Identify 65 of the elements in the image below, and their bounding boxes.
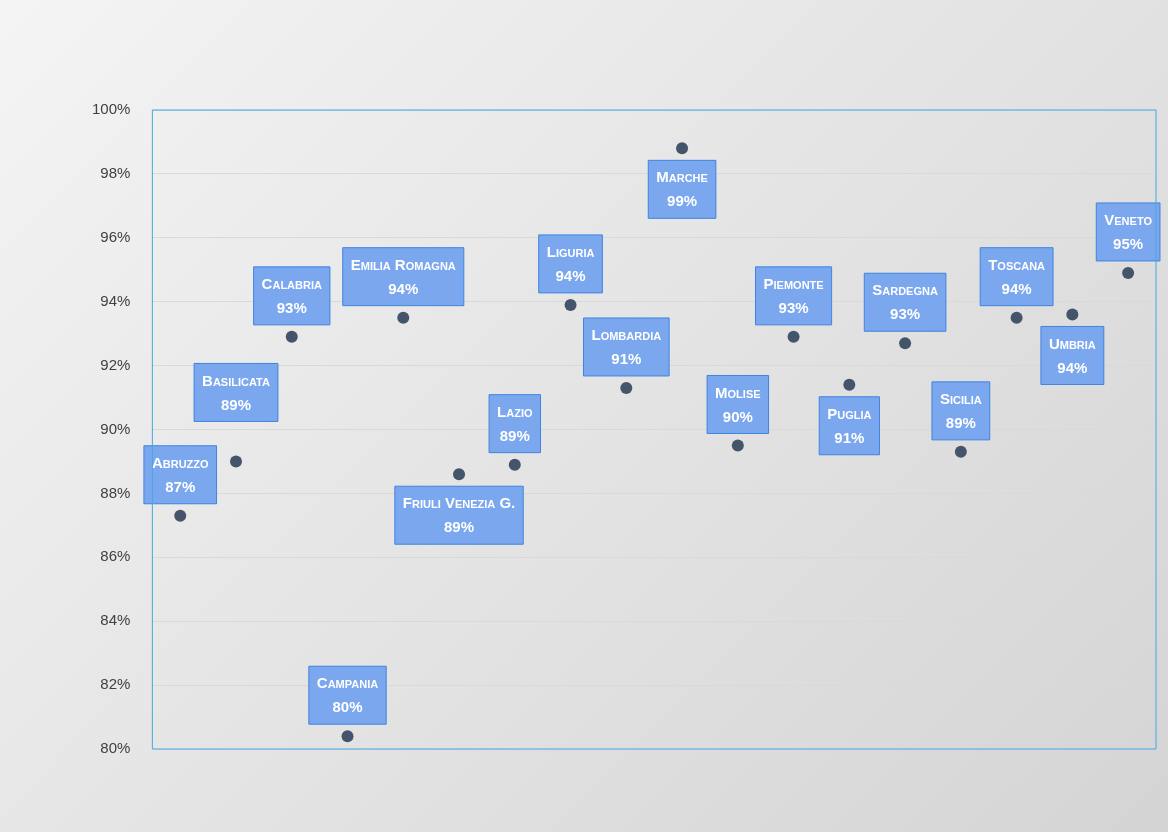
y-tick-label: 80% [100,739,131,757]
point [230,455,242,468]
point [508,458,521,471]
y-tick-label: 96% [100,227,131,245]
point [564,298,577,311]
y-tick-label: 98% [100,164,131,182]
data-label: 94% [388,279,419,297]
y-tick-label: 82% [100,675,131,693]
x-tick-label: Piemonte [763,274,824,292]
point [341,730,354,743]
x-tick-label: Friuli Venezia G. [402,494,516,512]
y-tick-label: 86% [100,547,131,565]
y-tick-label: 94% [100,291,131,309]
point [620,381,633,394]
x-tick-label: Puglia [827,404,872,422]
data-label: 94% [1001,279,1032,297]
data-label: 93% [890,305,921,323]
point [453,468,466,481]
point [1122,266,1135,279]
data-label: 89% [444,518,475,536]
data-label: 87% [165,477,196,495]
point [1066,308,1079,321]
y-tick-label: 100% [91,100,131,118]
data-label: 89% [220,395,252,413]
x-tick-label: Basilicata [202,371,270,389]
y-tick-label: 90% [100,419,131,437]
point [1010,311,1023,324]
x-tick-label: Toscana [988,255,1046,273]
point [787,330,800,343]
data-label: 93% [778,298,809,316]
data-label: 89% [499,426,530,444]
x-tick-label: Lazio [497,402,533,420]
point [954,445,967,458]
y-tick-label: 92% [100,355,131,373]
point [174,509,187,522]
x-tick-label: Sardegna [872,281,938,299]
data-label: 91% [834,428,865,446]
data-label: 90% [722,407,753,425]
data-label: 91% [611,350,642,368]
y-tick-label: 84% [100,611,131,629]
data-label: 93% [276,298,307,316]
data-label: 94% [555,267,586,285]
data-label: 94% [1057,358,1088,376]
x-tick-label: Abruzzo [151,453,210,471]
point [285,330,298,343]
point [899,337,912,350]
x-tick-label: Lombardia [591,326,662,344]
x-tick-label: Calabria [261,274,322,292]
x-tick-label: Campania [316,674,379,692]
x-tick-label: Umbria [1048,334,1096,352]
x-tick-label: Sicilia [939,390,982,408]
data-label: 89% [945,414,976,432]
y-tick-label: 88% [100,483,131,501]
point [397,311,410,324]
x-tick-label: Marche [656,168,708,186]
x-tick-label: Molise [715,383,761,401]
point [731,439,744,452]
point [843,378,856,391]
data-label: 95% [1113,235,1144,253]
data-label: 99% [667,192,698,210]
x-tick-label: Liguria [546,243,595,261]
point [676,142,689,155]
x-tick-label: Emilia Romagna [350,255,456,273]
x-tick-label: Veneto [1104,211,1153,229]
data-label: 80% [332,698,363,716]
